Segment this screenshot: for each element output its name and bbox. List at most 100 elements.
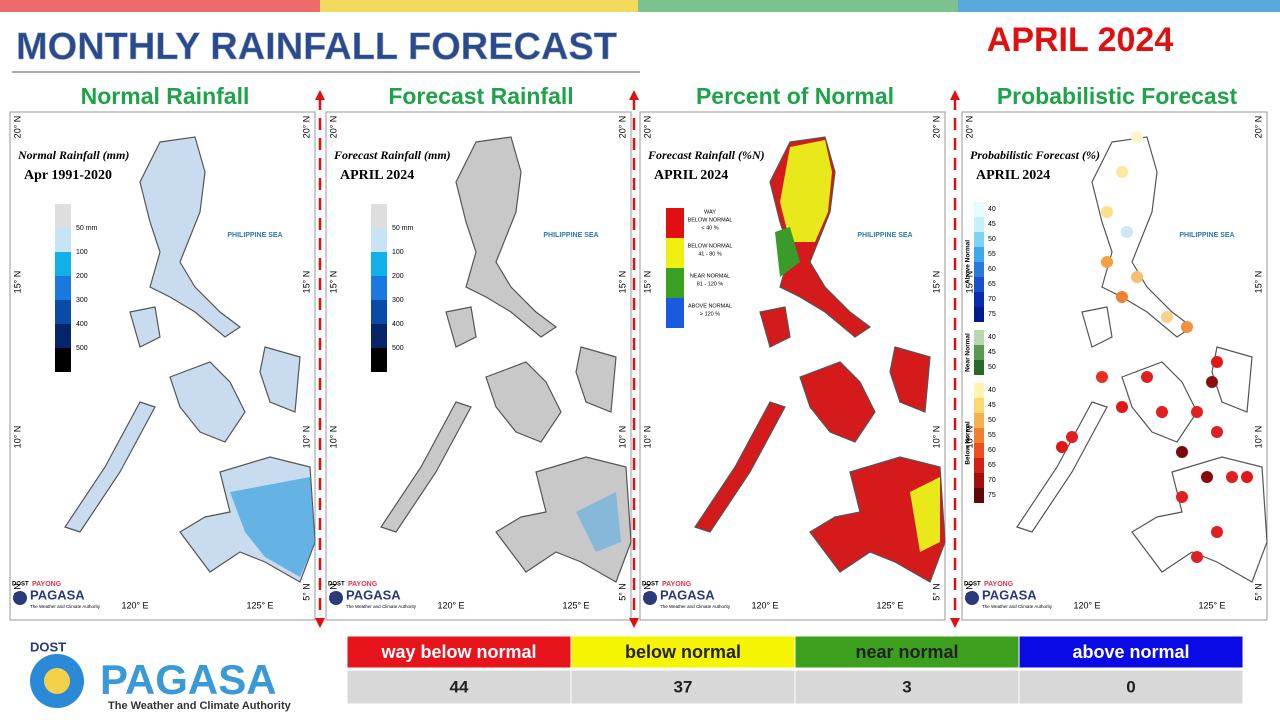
island [139,136,242,338]
mini-logo-payong: PAYONG [32,581,62,588]
summary-header-cell [794,635,1020,669]
mini-logo-pagasa: PAGASA [30,587,85,602]
longitude-label: 120° E [121,600,148,610]
summary-header: above normal [1072,642,1189,662]
legend-label: 400 [76,321,88,328]
legend-swatch [55,276,71,300]
legend-swatch [974,217,984,232]
probability-dot [1191,406,1203,418]
top-strip [320,0,638,12]
legend-label: 40 [988,334,996,341]
island [259,346,301,413]
legend-swatch [55,300,71,324]
map: 20° N20° N15° N15° N10° N10° N5° N5° N12… [328,116,632,610]
latitude-label: 10° N [328,426,338,449]
summary-count: 0 [1126,677,1135,696]
latitude-label: 20° N [642,116,652,139]
legend-label: 65 [988,462,996,469]
legend-label: 40 [988,206,996,213]
legend-swatch [371,348,387,372]
map: 20° N20° N15° N15° N10° N10° N5° N5° N12… [964,116,1268,610]
probability-dot [1141,371,1153,383]
legend-swatch [974,277,984,292]
island [575,346,617,413]
longitude-label: 125° E [1198,600,1225,610]
summary-header: near normal [855,642,958,662]
probability-dot [1066,431,1078,443]
logo-dost: DOST [30,639,66,654]
island [129,306,161,348]
logo-tagline: The Weather and Climate Authority [108,700,292,712]
legend-label: 200 [76,273,88,280]
arrow-head [629,90,639,100]
legend-swatch [666,268,684,298]
longitude-label: 120° E [437,600,464,610]
latitude-label: 5° N [931,583,941,601]
mini-logo-tagline: The Weather and Climate Authority [660,604,731,609]
legend-swatch [974,232,984,247]
latitude-label: 10° N [301,426,311,449]
probability-dot [1101,206,1113,218]
legend-swatch [974,473,984,488]
probability-dot [1181,321,1193,333]
mini-logo-tagline: The Weather and Climate Authority [346,604,417,609]
sea-label: PHILIPPINE SEA [857,232,912,239]
legend-swatch [55,348,71,372]
latitude-label: 15° N [642,271,652,294]
below-normal [780,140,832,242]
island [485,361,562,443]
mini-logo-pagasa: PAGASA [346,587,401,602]
legend-label: 70 [988,296,996,303]
legend-group-label: Below Normal [965,421,972,465]
map-subtitle: APRIL 2024 [976,168,1050,183]
logo-pagasa: PAGASA [100,656,277,703]
map: 20° N20° N15° N15° N10° N10° N5° N5° N12… [12,116,316,610]
mini-logo-dost: DOST [12,582,29,588]
map-title: Forecast Rainfall (%N) [647,148,765,162]
latitude-label: 20° N [328,116,338,139]
arrow-head [629,618,639,628]
legend-label: 45 [988,221,996,228]
legend-swatch [371,204,387,228]
legend-swatch [974,292,984,307]
legend-label: 45 [988,349,996,356]
map-title: Forecast Rainfall (mm) [333,148,451,162]
legend-label: > 120 % [700,311,720,317]
latitude-label: 10° N [1253,426,1263,449]
probability-dot [1211,526,1223,538]
legend-swatch [371,252,387,276]
probability-dot [1191,551,1203,563]
legend-swatch [974,458,984,473]
map-title: Normal Rainfall (mm) [17,148,129,162]
probability-dot [1201,471,1213,483]
island [169,361,246,443]
island [1131,456,1268,583]
legend-swatch [974,398,984,413]
wet-region [576,492,621,552]
legend-label: 70 [988,477,996,484]
mini-logo-tagline: The Weather and Climate Authority [30,604,101,609]
mini-logo-payong: PAYONG [662,581,692,588]
legend-swatch [974,360,984,375]
longitude-label: 125° E [562,600,589,610]
latitude-label: 5° N [301,583,311,601]
legend-group-label: Near Normal [965,333,972,372]
map-title: Probabilistic Forecast (%) [970,148,1100,162]
island [1121,361,1198,443]
legend-swatch [974,383,984,398]
latitude-label: 15° N [12,271,22,294]
latitude-label: 20° N [964,116,974,139]
latitude-label: 15° N [1253,271,1263,294]
summary-header-cell [346,635,572,669]
legend-label: WAY [704,209,716,215]
legend-swatch [974,428,984,443]
latitude-label: 20° N [931,116,941,139]
mini-logo-dost: DOST [328,582,345,588]
legend-swatch [666,208,684,238]
latitude-label: 10° N [617,426,627,449]
latitude-label: 20° N [617,116,627,139]
mini-logo-dost: DOST [642,582,659,588]
latitude-label: 10° N [642,426,652,449]
latitude-label: 10° N [931,426,941,449]
probability-dot [1116,166,1128,178]
